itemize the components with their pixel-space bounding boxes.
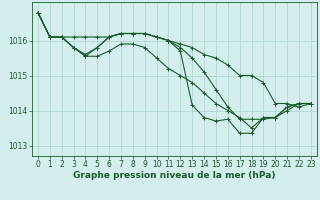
- X-axis label: Graphe pression niveau de la mer (hPa): Graphe pression niveau de la mer (hPa): [73, 171, 276, 180]
